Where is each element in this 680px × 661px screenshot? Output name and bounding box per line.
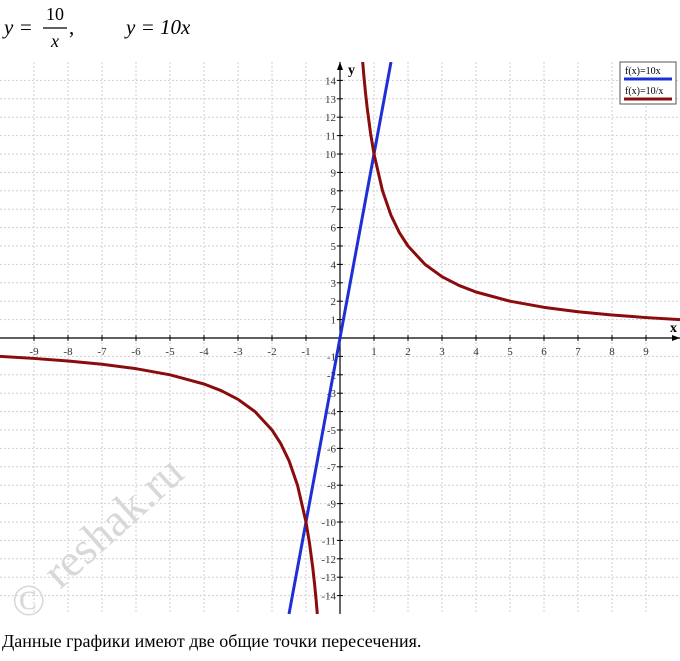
- x-tick-label: 7: [575, 346, 581, 358]
- legend-box: [619, 61, 677, 105]
- caption: Данные графики имеют две общие точки пер…: [2, 631, 421, 651]
- x-tick-label: -7: [97, 346, 107, 358]
- y-tick-label: -8: [327, 480, 337, 492]
- y-tick-label: -12: [321, 554, 336, 566]
- y-tick-label: -6: [327, 443, 337, 455]
- plot: xy-9 -8 -7 -6 -5 -4 -3 -2 -1 1 2 3 4 5 6 7 8 9-14-13-12-1…: [0, 61, 680, 615]
- title-denominator: x: [50, 31, 59, 51]
- watermark-symbol: ©: [12, 576, 45, 625]
- y-axis-arrow: [337, 62, 343, 70]
- subtitle: y = 10x: [124, 15, 191, 39]
- x-tick-label: -4: [199, 346, 209, 358]
- title-lhs: y =: [2, 15, 33, 39]
- x-tick-label: 9: [643, 346, 649, 358]
- y-tick-label: -11: [322, 535, 336, 547]
- y-tick-label: -10: [321, 517, 336, 529]
- series-line: [0, 62, 680, 615]
- x-tick-label: 2: [405, 346, 411, 358]
- x-tick-label: -5: [165, 346, 175, 358]
- y-tick-label: -13: [321, 572, 336, 584]
- x-tick-label: -3: [233, 346, 243, 358]
- y-tick-label: 12: [325, 112, 336, 124]
- y-tick-label: 7: [331, 204, 337, 216]
- y-tick-label: -4: [327, 407, 337, 419]
- y-tick-label: 5: [331, 241, 337, 253]
- x-tick-label: 6: [541, 346, 547, 358]
- y-tick-label: 13: [325, 94, 337, 106]
- x-tick-label: -6: [131, 346, 141, 358]
- x-tick-label: -1: [301, 346, 310, 358]
- title-separator: ,: [69, 15, 74, 39]
- y-tick-label: 6: [331, 223, 337, 235]
- y-tick-label: 8: [331, 186, 337, 198]
- y-tick-label: 10: [325, 149, 337, 161]
- x-tick-label: -9: [29, 346, 39, 358]
- x-tick-label: -8: [63, 346, 73, 358]
- y-tick-label: -7: [327, 462, 337, 474]
- y-tick-label: 11: [325, 131, 336, 143]
- x-tick-label: 3: [439, 346, 445, 358]
- legend-label: f(x)=10x: [625, 66, 661, 77]
- y-tick-label: 4: [331, 259, 337, 271]
- y-axis-label: y: [348, 63, 355, 78]
- legend-label: f(x)=10/x: [625, 86, 663, 97]
- y-tick-label: 3: [331, 278, 337, 290]
- x-axis-label: x: [670, 321, 677, 336]
- x-tick-label: 8: [609, 346, 615, 358]
- y-tick-label: -14: [321, 591, 336, 603]
- x-tick-label: 4: [473, 346, 479, 358]
- x-axis-arrow: [672, 335, 680, 341]
- y-tick-label: -5: [327, 425, 337, 437]
- title-numerator: 10: [46, 4, 64, 24]
- x-tick-label: 5: [507, 346, 513, 358]
- y-tick-label: 9: [331, 167, 337, 179]
- y-tick-label: -3: [327, 388, 337, 400]
- x-tick-label: -2: [267, 346, 276, 358]
- curves: [0, 62, 680, 615]
- y-tick-label: -2: [327, 370, 336, 382]
- y-tick-label: -1: [327, 351, 336, 363]
- y-tick-label: 1: [331, 315, 337, 327]
- y-tick-label: 2: [331, 296, 337, 308]
- x-tick-label: 1: [371, 346, 377, 358]
- y-tick-label: 14: [325, 75, 337, 87]
- y-tick-label: -9: [327, 499, 337, 511]
